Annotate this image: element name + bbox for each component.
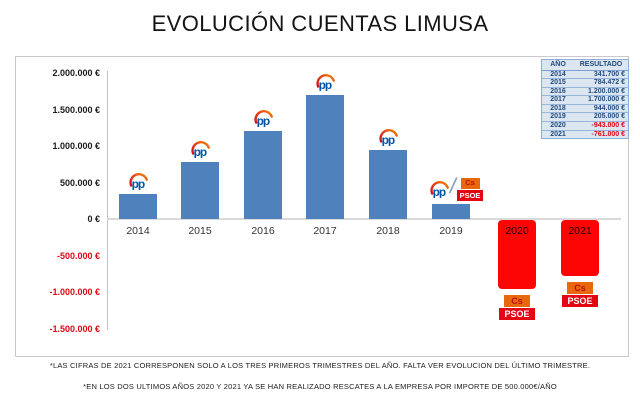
chart-area: 2.000.000 € 1.500.000 € 1.000.000 € 500.000… <box>15 56 629 357</box>
table-row: 2015 784.472 € <box>542 79 628 88</box>
x-label-2014: 2014 <box>126 225 150 237</box>
table-row: 2016 1.200.000 € <box>542 88 628 97</box>
table-cell-year: 2018 <box>550 104 566 112</box>
table-row: 2014 341.700 € <box>542 71 628 80</box>
table-cell-result: -761.000 € <box>591 130 625 138</box>
y-tick-label: 1.500.000 € <box>52 104 100 115</box>
x-label-2018: 2018 <box>376 225 400 237</box>
psoe-label: PSOE <box>457 189 483 201</box>
table-row: 2017 1.700.000 € <box>542 96 628 105</box>
table-header-row: AÑO RESULTADO <box>542 60 628 71</box>
y-tick-label: 1.000.000 € <box>52 141 100 151</box>
x-label-2019: 2019 <box>439 225 463 237</box>
table-cell-result: 784.472 € <box>593 79 625 87</box>
table-cell-result: 944.000 € <box>593 104 625 112</box>
bar-2021 <box>561 220 599 276</box>
svg-text:pp: pp <box>433 185 446 198</box>
svg-text:pp: pp <box>319 78 332 91</box>
table-cell-year: 2015 <box>550 79 566 87</box>
slash-separator: / <box>450 175 456 199</box>
table-cell-year: 2019 <box>550 113 566 121</box>
cs-psoe-badge: Cs PSOE <box>457 178 483 201</box>
y-tick-label: 0 € <box>87 214 100 224</box>
bar-2020 <box>498 220 536 289</box>
x-label-2017: 2017 <box>313 225 337 237</box>
pp-logo: pp <box>252 108 274 128</box>
x-label-2020: 2020 <box>505 225 529 237</box>
pp-logo: pp <box>314 72 336 92</box>
table-cell-result: 205.000 € <box>593 113 625 121</box>
cs-psoe-badge: Cs PSOE <box>562 281 598 308</box>
footnote: *LAS CIFRAS DE 2021 CORRESPONEN SOLO A L… <box>49 361 591 370</box>
footnote: *EN LOS DOS ULTIMOS AÑOS 2020 Y 2021 YA … <box>83 382 557 391</box>
table-row: 2018 944.000 € <box>542 105 628 114</box>
psoe-label: PSOE <box>499 307 535 321</box>
svg-text:pp: pp <box>257 114 270 127</box>
table-row: 2021 -761.000 € <box>542 131 628 139</box>
y-tick-label: -1.000.000 € <box>49 287 100 297</box>
svg-text:pp: pp <box>132 177 145 190</box>
table-row: 2020 -943.000 € <box>542 122 628 131</box>
svg-text:pp: pp <box>194 145 207 158</box>
table-body: 2014 341.700 € 2015 784.472 € 2016 1.200.000 … <box>542 71 628 139</box>
table-cell-year: 2021 <box>550 130 566 138</box>
svg-text:pp: pp <box>382 133 395 146</box>
cs-label: Cs <box>460 178 480 189</box>
bar-2015 <box>181 161 219 219</box>
pp-logo: pp <box>127 171 149 191</box>
table-cell-year: 2017 <box>550 96 566 104</box>
table-cell-result: -943.000 € <box>591 122 625 130</box>
bar-2014 <box>119 194 157 219</box>
bar-2016 <box>244 131 282 219</box>
bar-2017 <box>306 94 344 219</box>
x-axis-line <box>107 218 621 220</box>
y-axis-line <box>107 71 108 330</box>
y-tick-label: -500.000 € <box>56 250 100 261</box>
x-label-2016: 2016 <box>251 225 275 237</box>
pp-logo: pp <box>189 139 211 159</box>
cs-psoe-badge: Cs PSOE <box>499 294 535 321</box>
table-cell-year: 2020 <box>550 122 566 130</box>
table-cell-result: 341.700 € <box>593 70 625 78</box>
bar-2019 <box>432 204 470 219</box>
page-title: EVOLUCIÓN CUENTAS LIMUSA <box>151 11 489 36</box>
table-cell-result: 1.200.000 € <box>588 87 625 95</box>
cs-label: Cs <box>567 281 593 294</box>
table-cell-year: 2016 <box>550 87 566 95</box>
y-tick-label: 500.000 € <box>59 177 100 188</box>
x-label-2021: 2021 <box>568 225 592 237</box>
table-row: 2019 205.000 € <box>542 113 628 123</box>
table-header-result: RESULTADO <box>579 61 623 68</box>
y-tick-label: -1.500.000 € <box>49 323 100 334</box>
pp-logo: pp <box>428 179 450 199</box>
results-table: AÑO RESULTADO 2014 341.700 € 2015 784.472 €… <box>541 59 629 140</box>
table-cell-result: 1.700.000 € <box>588 96 625 104</box>
table-cell-year: 2014 <box>550 70 566 78</box>
x-label-2015: 2015 <box>188 225 212 237</box>
bar-2018 <box>369 150 407 219</box>
psoe-label: PSOE <box>562 294 598 308</box>
table-header-year: AÑO <box>550 61 566 68</box>
cs-label: Cs <box>504 294 530 307</box>
pp-logo: pp <box>377 127 399 147</box>
y-tick-label: 2.000.000 € <box>52 68 100 78</box>
